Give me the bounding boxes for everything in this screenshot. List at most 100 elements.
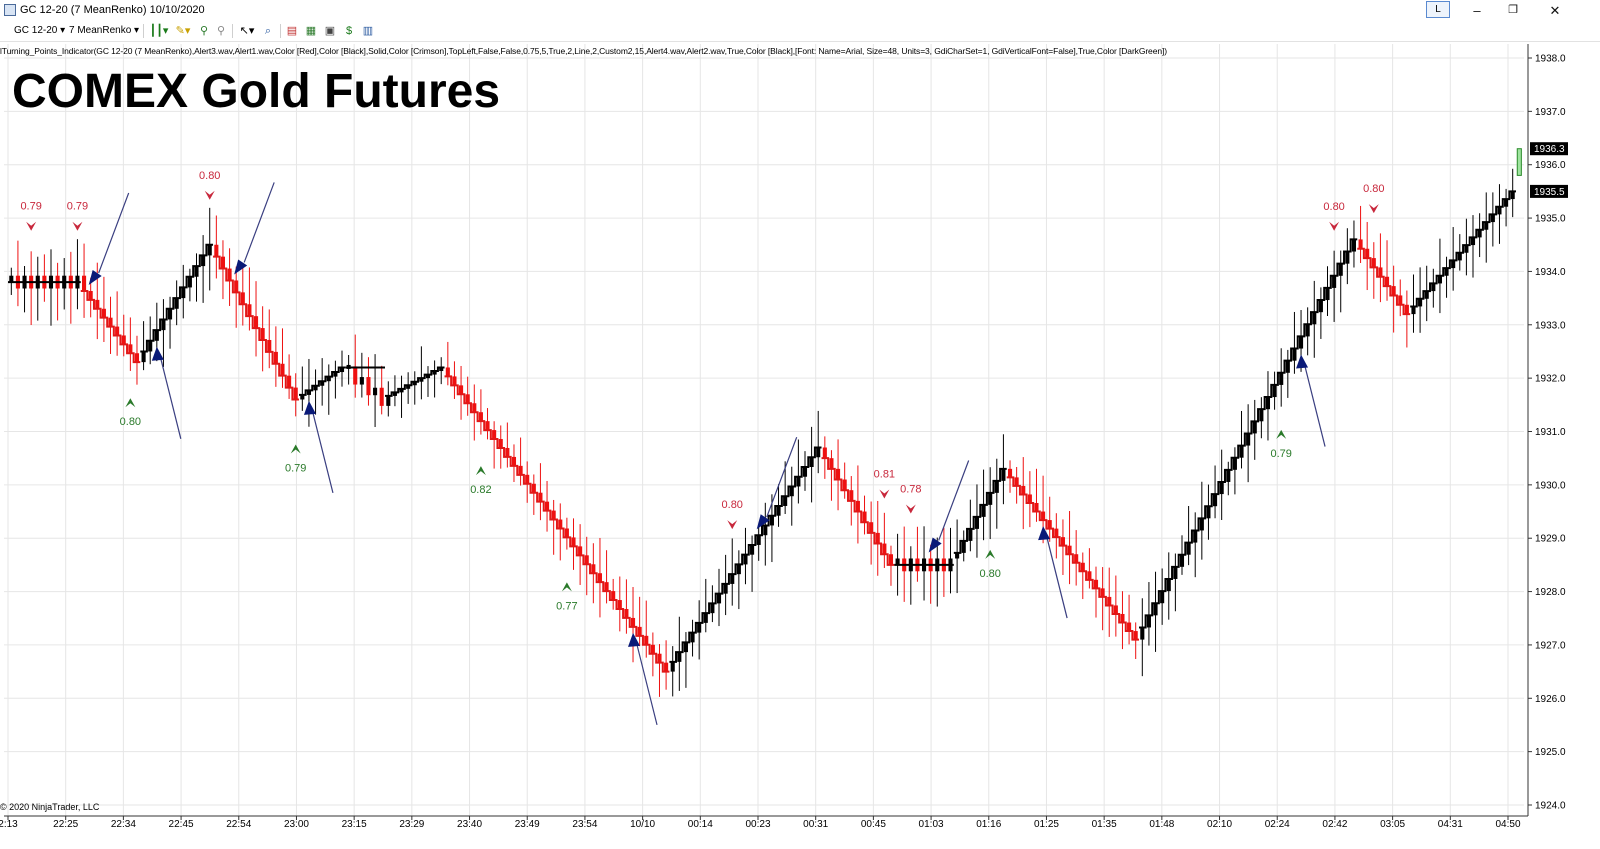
renko-bar <box>882 543 887 555</box>
renko-bar <box>1206 506 1211 519</box>
time-tick-label: 23:15 <box>342 819 367 830</box>
bottom-marker-label: 0.82 <box>470 484 491 496</box>
renko-bar <box>406 385 411 389</box>
renko-bar <box>498 439 503 448</box>
renko-bar <box>1153 603 1158 616</box>
price-tick-label: 1928.0 <box>1535 587 1566 598</box>
renko-bar <box>1100 588 1105 597</box>
renko-bar <box>1338 263 1343 276</box>
instrument-selector[interactable]: GC 12-20 ▾ <box>14 25 66 36</box>
renko-bar <box>472 403 477 413</box>
price-tick-label: 1933.0 <box>1535 320 1566 331</box>
renko-bar <box>743 554 748 565</box>
time-axis: 2:13 22:25 22:34 22:45 22:54 23:00 23:15 23:29 2… <box>0 816 1521 830</box>
buy-arrow-icon <box>1038 526 1051 541</box>
price-marker-label: 1935.5 <box>1534 187 1565 198</box>
renko-bar <box>293 387 298 400</box>
price-tick-label: 1935.0 <box>1535 214 1566 225</box>
renko-bar <box>1074 554 1079 563</box>
renko-bar <box>1080 562 1085 572</box>
renko-bar <box>1113 605 1118 614</box>
maximize-icon[interactable]: ❐ <box>1508 4 1518 16</box>
link-button[interactable]: L <box>1426 1 1450 18</box>
price-chart[interactable]: 0.79 0.79 0.80 0.80 0.79 0.82 0.77 0.80 0.81 0.78… <box>0 42 1600 849</box>
strategies-icon[interactable]: ▤ <box>286 25 298 37</box>
renko-bars <box>9 148 1522 697</box>
time-tick-label: 22:34 <box>111 819 136 830</box>
renko-bar <box>267 339 272 352</box>
time-tick-label: 02:10 <box>1207 819 1232 830</box>
time-tick-label: 02:24 <box>1265 819 1290 830</box>
renko-bar <box>247 304 252 317</box>
renko-bar <box>869 522 874 533</box>
signal-arrow-shaft <box>1304 366 1326 447</box>
top-marker-icon <box>905 504 916 514</box>
renko-bar <box>1160 591 1165 604</box>
renko-bar <box>955 552 960 559</box>
renko-bar <box>227 268 232 281</box>
renko-bar <box>1484 222 1489 230</box>
renko-bar <box>657 653 662 663</box>
signal-arrows <box>88 182 1326 726</box>
time-tick-label: 23:49 <box>515 819 540 830</box>
minimize-icon[interactable]: – <box>1473 3 1481 18</box>
close-icon[interactable]: ✕ <box>1549 3 1561 18</box>
renko-bar <box>1444 268 1449 276</box>
cursor-icon[interactable]: ↖▾ <box>239 25 255 37</box>
data-box-icon[interactable]: $ <box>345 25 353 37</box>
renko-bar <box>1358 239 1363 249</box>
price-tick-label: 1924.0 <box>1535 801 1566 812</box>
properties-icon[interactable]: ▥ <box>362 25 374 37</box>
trend-line-segment <box>444 375 670 673</box>
sell-arrow-icon <box>88 269 102 285</box>
drawing-pencil-icon[interactable]: ✎▾ <box>175 25 191 37</box>
indicators-icon[interactable]: ▦ <box>305 25 317 37</box>
renko-bar <box>154 330 159 341</box>
renko-bar <box>1411 306 1416 315</box>
renko-bar <box>1384 276 1390 287</box>
renko-bar <box>895 558 900 565</box>
renko-bar <box>961 540 966 553</box>
renko-bar <box>1332 275 1337 288</box>
renko-bar <box>207 244 212 256</box>
bottom-marker-icon <box>561 582 572 592</box>
interval-selector[interactable]: 7 MeanRenko ▾ <box>69 25 140 36</box>
renko-bar <box>273 351 278 364</box>
renko-bar <box>1001 468 1006 481</box>
renko-bar <box>1378 267 1383 277</box>
bottom-marker-icon <box>125 398 136 408</box>
top-marker-label: 0.78 <box>900 483 921 495</box>
templates-icon[interactable]: ▣ <box>324 25 336 37</box>
time-tick-label: 01:25 <box>1034 819 1059 830</box>
drawing-remove-icon[interactable]: ⚲ <box>216 25 226 37</box>
renko-bar <box>1312 312 1317 325</box>
renko-bar <box>1351 239 1357 252</box>
renko-bar <box>994 480 999 493</box>
chart-style-icon[interactable]: ┃┃▾ <box>149 25 169 37</box>
time-tick-label: 23:29 <box>399 819 424 830</box>
trend-line-segment <box>1410 190 1516 308</box>
bottom-marker-label: 0.77 <box>556 600 577 612</box>
price-tick-label: 1937.0 <box>1535 107 1566 118</box>
renko-bar <box>1318 300 1323 313</box>
current-bar <box>1516 148 1522 176</box>
chart-title: COMEX Gold Futures <box>12 65 501 118</box>
renko-bar <box>809 457 814 467</box>
sell-arrow-icon <box>756 514 770 530</box>
renko-bar <box>115 326 120 336</box>
zoom-icon[interactable]: ⌕ <box>264 25 272 37</box>
renko-bar <box>439 367 444 372</box>
drawing-tools-icon[interactable]: ⚲ <box>199 25 209 37</box>
renko-bar <box>822 447 827 459</box>
renko-bar <box>584 555 589 565</box>
renko-bar <box>1365 248 1370 259</box>
renko-bar <box>1027 494 1032 503</box>
top-marker-label: 0.80 <box>1323 201 1344 213</box>
renko-bar <box>1490 214 1495 223</box>
renko-bar <box>148 340 153 352</box>
renko-bar <box>1219 481 1224 495</box>
renko-bar <box>664 662 669 672</box>
renko-bar <box>849 490 854 501</box>
renko-bar <box>578 546 583 556</box>
bottom-marker-label: 0.79 <box>1270 448 1291 460</box>
